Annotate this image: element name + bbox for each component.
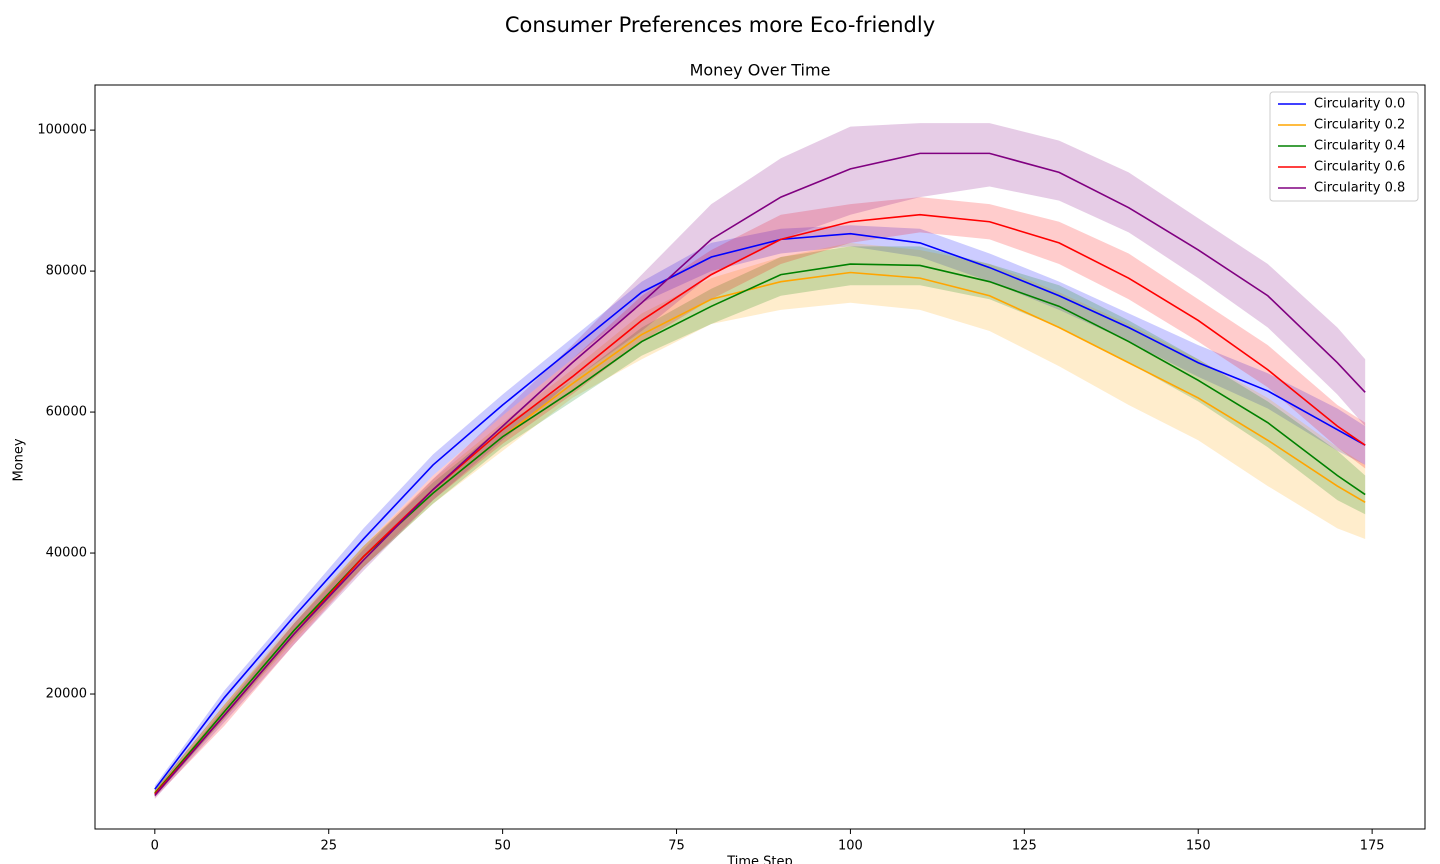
x-tick-label: 100 xyxy=(838,839,863,854)
confidence-band xyxy=(154,123,1366,800)
x-tick-label: 175 xyxy=(1360,839,1385,854)
x-tick-label: 25 xyxy=(320,839,337,854)
confidence-band xyxy=(154,225,1366,793)
x-tick-label: 0 xyxy=(151,839,159,854)
legend-label: Circularity 0.0 xyxy=(1314,97,1405,112)
y-tick-label: 100000 xyxy=(37,123,87,138)
x-tick-label: 150 xyxy=(1186,839,1211,854)
series-line xyxy=(154,152,1366,797)
legend-label: Circularity 0.6 xyxy=(1314,160,1405,175)
confidence-band xyxy=(154,246,1366,797)
x-tick-label: 50 xyxy=(494,839,511,854)
x-tick-label: 75 xyxy=(668,839,685,854)
y-tick-label: 40000 xyxy=(46,546,87,561)
x-tick-label: 125 xyxy=(1012,839,1037,854)
legend-box xyxy=(1269,91,1419,202)
legend-label: Circularity 0.4 xyxy=(1314,139,1405,154)
series-line xyxy=(154,213,1366,795)
y-tick-label: 60000 xyxy=(46,405,87,420)
y-tick-label: 80000 xyxy=(46,264,87,279)
y-axis-label: Money xyxy=(12,438,27,481)
legend-label: Circularity 0.8 xyxy=(1314,181,1405,196)
chart-subtitle: Money Over Time xyxy=(690,61,831,80)
confidence-band xyxy=(154,242,1366,797)
plot-frame xyxy=(94,84,1426,830)
legend-label: Circularity 0.2 xyxy=(1314,118,1405,133)
chart-title: Consumer Preferences more Eco-friendly xyxy=(505,13,935,37)
y-tick-label: 20000 xyxy=(46,687,87,702)
x-axis-label: Time Step xyxy=(726,855,793,864)
